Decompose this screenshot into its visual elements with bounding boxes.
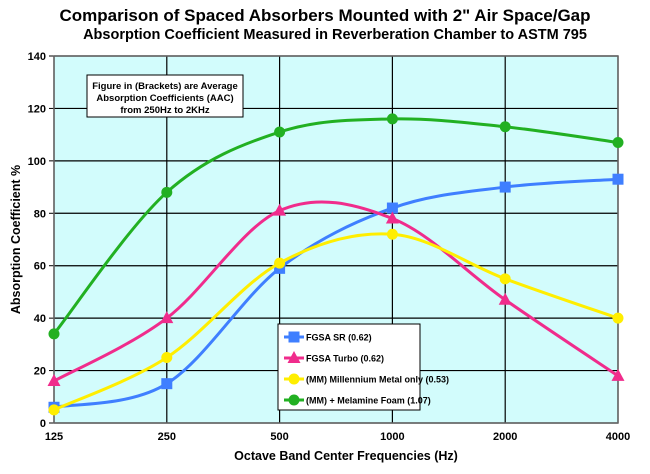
y-tick-label: 0 xyxy=(40,418,46,430)
chart-title: Comparison of Spaced Absorbers Mounted w… xyxy=(59,6,591,25)
data-point xyxy=(274,126,286,138)
legend-label: FGSA SR (0.62) xyxy=(306,333,372,343)
data-point xyxy=(386,202,398,214)
legend-marker xyxy=(288,394,300,406)
legend-label: (MM) Millennium Metal only (0.53) xyxy=(306,375,449,385)
data-point xyxy=(274,257,286,269)
y-axis-label: Absorption Coefficient % xyxy=(9,165,23,314)
data-point xyxy=(47,374,61,387)
x-tick-label: 1000 xyxy=(380,431,404,443)
data-point xyxy=(612,137,624,149)
y-tick-label: 140 xyxy=(28,51,46,63)
data-point xyxy=(498,292,512,305)
x-tick-label: 500 xyxy=(270,431,288,443)
x-tick-label: 250 xyxy=(158,431,176,443)
data-point xyxy=(273,203,287,216)
y-tick-label: 60 xyxy=(34,261,46,273)
data-point xyxy=(612,312,624,324)
chart-subtitle: Absorption Coefficient Measured in Rever… xyxy=(83,27,587,43)
data-point xyxy=(612,173,624,185)
y-tick-label: 100 xyxy=(28,156,46,168)
y-tick-label: 20 xyxy=(34,366,46,378)
x-tick-label: 125 xyxy=(45,431,63,443)
data-point xyxy=(160,311,174,324)
data-point xyxy=(386,113,398,125)
data-point xyxy=(611,368,625,381)
x-tick-label: 2000 xyxy=(493,431,517,443)
series-line xyxy=(53,177,619,409)
data-point xyxy=(161,351,173,363)
series-line xyxy=(53,200,619,383)
y-tick-label: 40 xyxy=(34,313,46,325)
annotation-text: from 250Hz to 2KHz xyxy=(120,105,209,116)
annotation-text: Figure in (Brackets) are Average xyxy=(92,81,238,92)
y-tick-label: 80 xyxy=(34,208,46,220)
x-tick-label: 4000 xyxy=(606,431,630,443)
annotation-box xyxy=(86,74,244,118)
x-axis-label: Octave Band Center Frequencies (Hz) xyxy=(234,449,458,463)
data-point xyxy=(48,404,60,416)
plot-border xyxy=(53,55,619,424)
data-point xyxy=(499,181,511,193)
annotation-text: Absorption Coefficients (AAC) xyxy=(96,93,233,104)
data-point xyxy=(499,273,511,285)
series-line xyxy=(53,232,619,412)
legend-marker xyxy=(288,331,300,343)
data-point xyxy=(48,328,60,340)
legend-marker xyxy=(287,351,301,363)
data-point xyxy=(385,211,399,224)
legend-label: FGSA Turbo (0.62) xyxy=(306,354,384,364)
data-point xyxy=(161,378,173,390)
data-point xyxy=(499,121,511,133)
legend-label: (MM) + Melamine Foam (1.07) xyxy=(306,396,431,406)
data-point xyxy=(386,228,398,240)
y-tick-label: 120 xyxy=(28,103,46,115)
legend-marker xyxy=(288,373,300,385)
data-point xyxy=(161,186,173,198)
